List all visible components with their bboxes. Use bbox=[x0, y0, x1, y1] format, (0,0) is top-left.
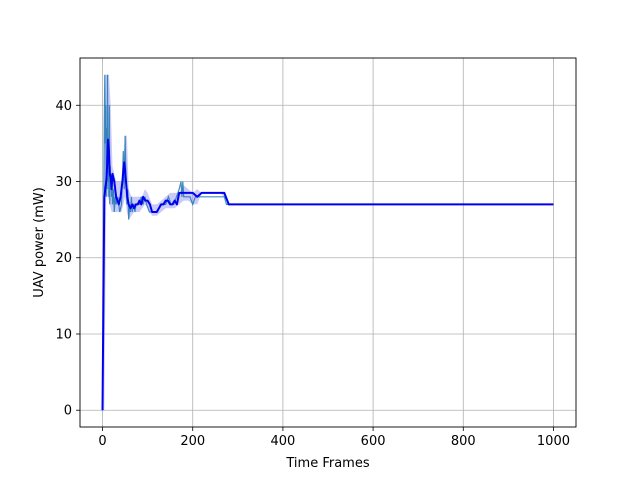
y-tick-label: 0 bbox=[64, 404, 72, 419]
y-tick-label: 40 bbox=[55, 99, 72, 114]
mean-line-group bbox=[101, 138, 554, 411]
sample-traces bbox=[102, 74, 554, 335]
x-axis-label: Time Frames bbox=[285, 456, 369, 471]
y-tick-label: 10 bbox=[55, 327, 72, 342]
x-tick-label: 600 bbox=[361, 434, 386, 449]
y-tick-label: 30 bbox=[55, 175, 72, 190]
x-tick-label: 800 bbox=[451, 434, 476, 449]
y-tick-label: 20 bbox=[55, 251, 72, 266]
x-tick-label: 200 bbox=[180, 434, 205, 449]
x-tick-label: 0 bbox=[98, 434, 106, 449]
grid-lines bbox=[80, 58, 576, 427]
x-tick-label: 400 bbox=[270, 434, 295, 449]
sample-trace-line bbox=[102, 74, 554, 335]
axes bbox=[79, 57, 577, 428]
tick-marks: 0 200 400 600 800 1000 0 10 20 30 40 bbox=[55, 99, 570, 449]
x-tick-label: 1000 bbox=[537, 434, 570, 449]
plot-frame bbox=[79, 57, 577, 428]
mean-line bbox=[101, 138, 554, 411]
y-axis-label: UAV power (mW) bbox=[32, 187, 47, 298]
